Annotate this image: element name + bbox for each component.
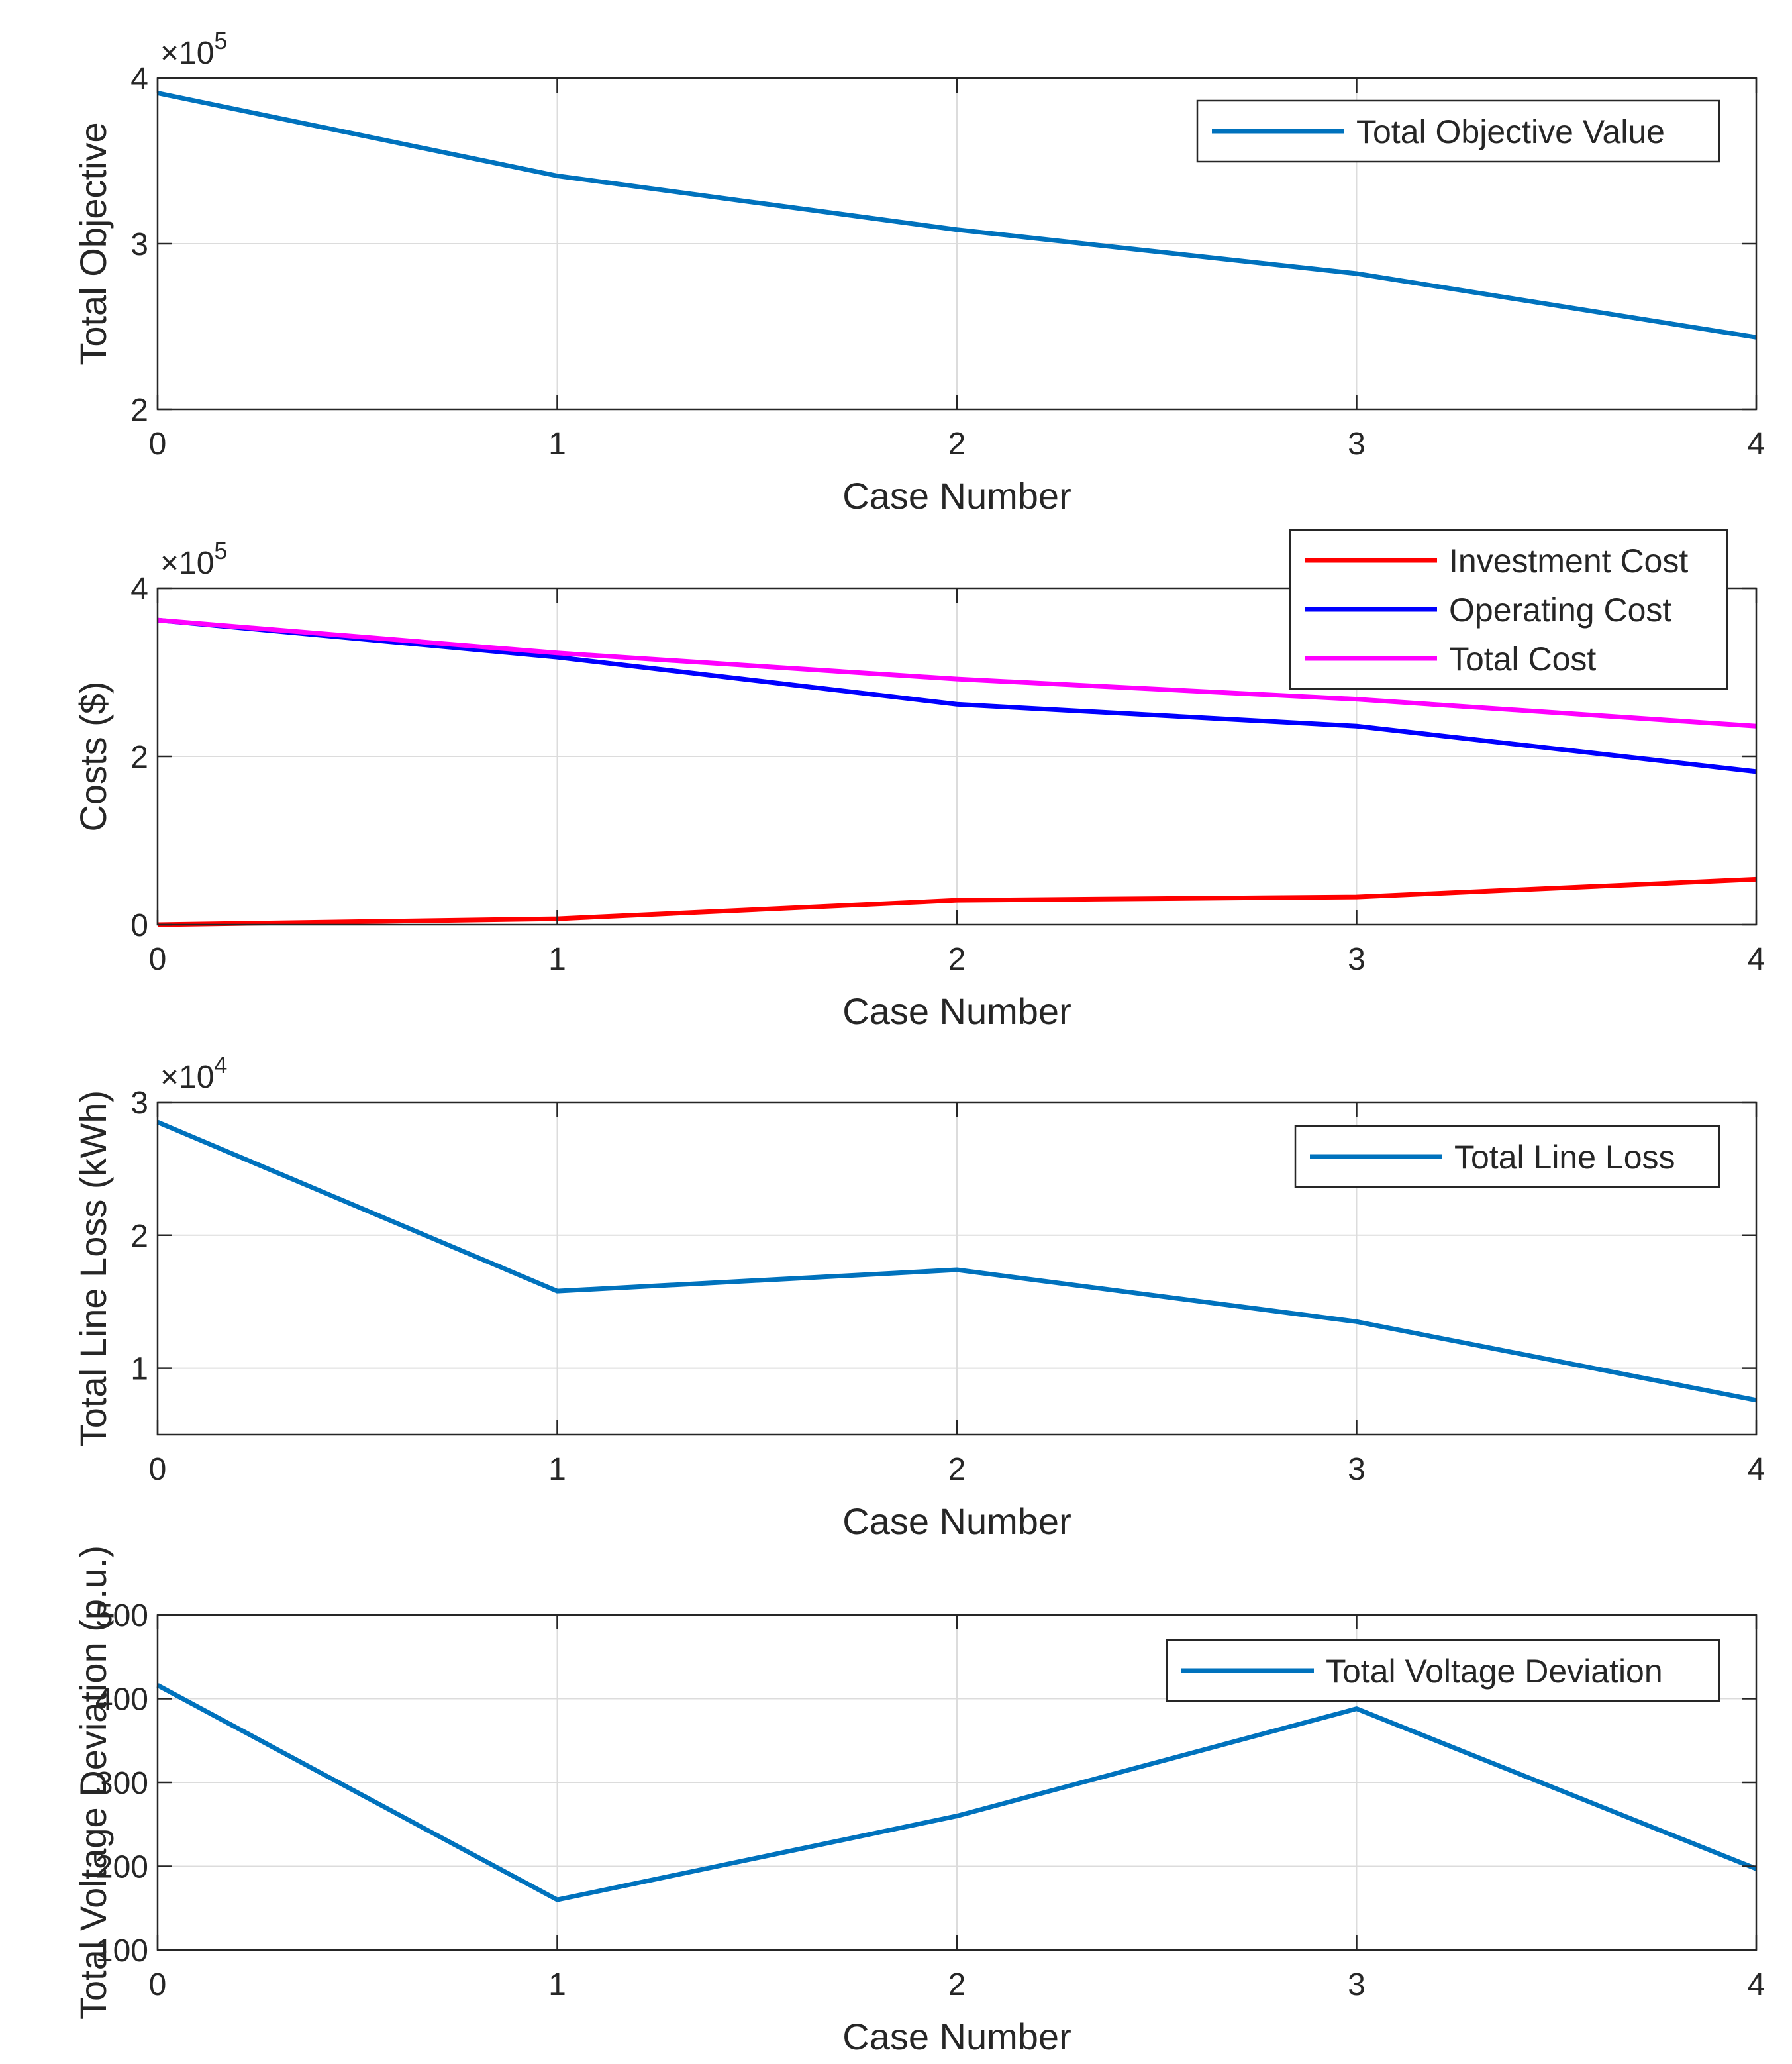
y-tick-label: 3 (130, 227, 148, 262)
x-tick-label: 3 (1348, 942, 1366, 977)
legend-label: Total Cost (1449, 641, 1596, 678)
x-axis-label: Case Number (842, 990, 1071, 1032)
subplot-4: 0 1 2 3 4 100 200 300 400 500 Case Number Total Vol… (72, 1545, 1765, 2057)
y-tick-label: 200 (95, 1850, 148, 1885)
x-tick-label: 4 (1748, 942, 1766, 977)
x-tick-label: 4 (1748, 427, 1766, 462)
subplot-1: 0 1 2 3 4 2 3 4 ×105 Case Number Total Objective To… (72, 27, 1765, 517)
x-tick-label: 3 (1348, 1967, 1366, 2002)
x-tick-label: 2 (948, 942, 966, 977)
x-tick-label: 1 (548, 1967, 566, 2002)
legend: Total Objective Value (1196, 99, 1720, 163)
y-tick-label: 400 (95, 1682, 148, 1718)
legend-label: Total Voltage Deviation (1326, 1653, 1663, 1690)
x-tick-label: 0 (149, 427, 167, 462)
x-axis-label: Case Number (842, 475, 1071, 517)
y-exponent-label: ×104 (160, 1051, 227, 1095)
x-tick-label: 1 (548, 427, 566, 462)
y-axis-label: Costs ($) (72, 681, 114, 831)
y-axis-label: Total Line Loss (kWh) (72, 1090, 114, 1447)
x-tick-label: 4 (1748, 1967, 1766, 2002)
series-line-total-cost (157, 617, 1757, 729)
y-tick-label: 1 (130, 1352, 148, 1387)
y-exponent-label: ×105 (160, 27, 227, 71)
legend: Investment Cost Operating Cost Total Cost (1289, 529, 1728, 690)
y-tick-label: 2 (130, 740, 148, 775)
subplot-3: 0 1 2 3 4 1 2 3 ×104 Case Number Total Line Loss (… (72, 1051, 1765, 1542)
series-line-total-line-loss (156, 1119, 1757, 1403)
x-tick-label: 3 (1348, 427, 1366, 462)
series-line-total-objective-value (157, 91, 1757, 340)
y-axis-label: Total Objective (72, 122, 114, 365)
y-exponent-label: ×105 (160, 537, 227, 581)
x-axis-label: Case Number (842, 2016, 1071, 2057)
y-tick-label: 4 (130, 572, 148, 607)
x-tick-label: 0 (149, 1967, 167, 2002)
series-line-total-voltage-deviation (156, 1683, 1758, 1902)
y-tick-label: 100 (95, 1934, 148, 1969)
y-tick-label: 300 (95, 1766, 148, 1801)
x-tick-label: 1 (548, 942, 566, 977)
y-tick-label: 3 (130, 1086, 148, 1121)
legend-label: Total Line Loss (1454, 1139, 1675, 1176)
x-tick-label: 2 (948, 427, 966, 462)
y-tick-label: 2 (130, 393, 148, 428)
y-axis-label: Total Voltage Deviation (p.u.) (72, 1545, 114, 2020)
x-tick-label: 2 (948, 1452, 966, 1487)
y-tick-label: 2 (130, 1219, 148, 1254)
y-tick-label: 500 (95, 1598, 148, 1633)
y-tick-label: 4 (130, 62, 148, 97)
legend: Total Voltage Deviation (1166, 1639, 1720, 1702)
legend-label: Investment Cost (1449, 542, 1688, 580)
y-tick-label: 0 (130, 908, 148, 943)
x-tick-label: 3 (1348, 1452, 1366, 1487)
x-tick-label: 0 (149, 942, 167, 977)
legend: Total Line Loss (1294, 1125, 1720, 1188)
series-line-investment-cost (157, 876, 1757, 927)
legend-label: Total Objective Value (1356, 113, 1665, 150)
series-line-operating-cost (157, 617, 1757, 774)
x-axis-label: Case Number (842, 1500, 1071, 1542)
legend-label: Operating Cost (1449, 592, 1671, 629)
x-tick-label: 4 (1748, 1452, 1766, 1487)
subplot-2: 0 1 2 3 4 0 2 4 ×105 Case Number Costs ($) Investme… (72, 529, 1766, 1032)
x-tick-label: 0 (149, 1452, 167, 1487)
x-tick-label: 1 (548, 1452, 566, 1487)
x-tick-label: 2 (948, 1967, 966, 2002)
